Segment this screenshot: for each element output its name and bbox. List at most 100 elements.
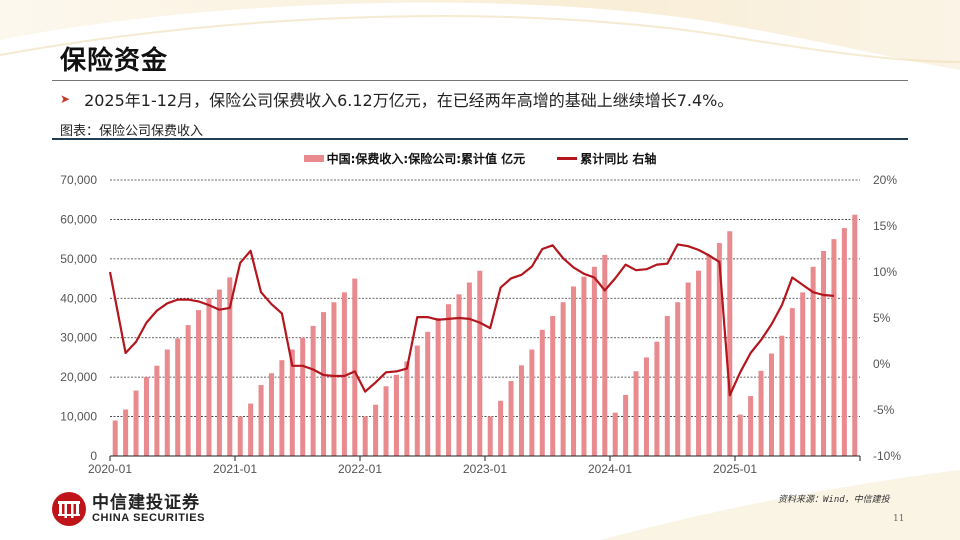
premium-bar bbox=[175, 338, 181, 456]
premium-bar bbox=[289, 349, 295, 456]
premium-bar bbox=[196, 310, 202, 456]
premium-bar bbox=[456, 294, 462, 456]
right-axis-tick: 0% bbox=[873, 357, 891, 371]
premium-bar bbox=[508, 381, 514, 456]
page-number: 11 bbox=[893, 514, 905, 524]
left-axis-tick: 20,000 bbox=[60, 370, 97, 384]
premium-bar bbox=[821, 250, 827, 456]
premium-bar bbox=[216, 289, 222, 456]
premium-bar bbox=[112, 420, 118, 456]
premium-bar bbox=[560, 302, 566, 456]
premium-bar bbox=[143, 377, 149, 456]
premium-bar bbox=[352, 278, 358, 456]
premium-bar bbox=[477, 270, 483, 456]
logo-text-chinese: 中信建投证券 bbox=[92, 492, 200, 513]
premium-bar bbox=[716, 243, 722, 456]
premium-bar bbox=[529, 349, 535, 456]
logo-text-english: CHINA SECURITIES bbox=[92, 511, 206, 524]
right-axis-tick: 20% bbox=[873, 173, 897, 187]
premium-bar bbox=[581, 276, 587, 456]
x-axis-tick-label: 2021-01 bbox=[213, 462, 257, 476]
premium-bar bbox=[591, 266, 597, 456]
premium-bar bbox=[404, 361, 410, 456]
premium-bar bbox=[133, 390, 139, 456]
premium-bar bbox=[498, 400, 504, 456]
premium-bar bbox=[841, 228, 847, 456]
premium-bar bbox=[779, 335, 785, 456]
chart-legend: 中国:保费收入:保险公司:累计值 亿元 累计同比 右轴 bbox=[0, 150, 960, 167]
premium-bar bbox=[279, 360, 285, 456]
line-swatch-icon bbox=[557, 157, 578, 160]
premium-bar bbox=[487, 416, 493, 456]
figure-caption: 图表：保险公司保费收入 bbox=[60, 124, 204, 139]
legend-label-yoy: 累计同比 右轴 bbox=[580, 152, 657, 166]
premium-bar bbox=[268, 373, 274, 456]
premium-bar bbox=[185, 325, 191, 456]
premium-bar bbox=[310, 325, 316, 456]
premium-bar bbox=[550, 316, 556, 456]
premium-bar bbox=[373, 404, 379, 456]
premium-bar bbox=[237, 416, 243, 456]
left-axis-tick: 50,000 bbox=[60, 252, 97, 266]
citic-logo-icon bbox=[52, 492, 86, 526]
premium-bar bbox=[737, 414, 743, 456]
premium-bar bbox=[758, 370, 764, 456]
left-axis-tick: 60,000 bbox=[60, 212, 97, 226]
premium-bar bbox=[654, 341, 660, 456]
premium-bar bbox=[696, 270, 702, 456]
left-axis-tick: 40,000 bbox=[60, 291, 97, 305]
premium-bar bbox=[414, 345, 420, 456]
legend-item-yoy: 累计同比 右轴 bbox=[557, 150, 656, 167]
premium-bar bbox=[393, 374, 399, 456]
right-axis-tick: 5% bbox=[873, 311, 891, 325]
premium-bar bbox=[602, 254, 608, 456]
premium-bar bbox=[362, 416, 368, 456]
left-axis-tick: 10,000 bbox=[60, 410, 97, 424]
x-axis-tick-label: 2020-01 bbox=[88, 462, 132, 476]
premium-bar bbox=[248, 403, 254, 456]
premium-bar bbox=[331, 302, 337, 456]
premium-bar bbox=[571, 286, 577, 456]
premium-bar bbox=[164, 349, 170, 456]
left-axis-tick: 30,000 bbox=[60, 331, 97, 345]
premium-bar bbox=[633, 371, 639, 456]
data-source-note: 资料来源：Wind，中信建投 bbox=[778, 495, 890, 505]
premium-bar bbox=[623, 394, 629, 456]
bar-swatch-icon bbox=[303, 155, 324, 162]
premium-bar bbox=[800, 292, 806, 456]
x-axis-tick-label: 2022-01 bbox=[338, 462, 382, 476]
premium-bar bbox=[383, 386, 389, 456]
left-axis-tick: 70,000 bbox=[60, 173, 97, 187]
premium-bar bbox=[727, 231, 733, 456]
caption-divider bbox=[52, 138, 908, 140]
premium-bar bbox=[154, 365, 160, 456]
premium-bar bbox=[789, 308, 795, 456]
company-logo: 中信建投证券 CHINA SECURITIES bbox=[52, 492, 205, 526]
right-axis-tick: -5% bbox=[873, 403, 895, 417]
premium-bar bbox=[518, 365, 524, 456]
premium-bar bbox=[321, 312, 327, 456]
right-axis-tick: 15% bbox=[873, 219, 897, 233]
premium-bar bbox=[706, 254, 712, 456]
premium-bar bbox=[539, 329, 545, 456]
premium-bar bbox=[810, 266, 816, 456]
x-axis-tick-label: 2024-01 bbox=[588, 462, 632, 476]
legend-label-premium: 中国:保费收入:保险公司:累计值 亿元 bbox=[326, 152, 526, 166]
arrow-bullet-icon: ➤ bbox=[60, 92, 71, 106]
premium-bar bbox=[643, 357, 649, 456]
premium-bar bbox=[425, 331, 431, 456]
summary-text: 2025年1-12月，保险公司保费收入6.12万亿元，在已经两年高增的基础上继续… bbox=[84, 91, 734, 110]
premium-bar bbox=[123, 409, 129, 456]
right-axis-tick: 10% bbox=[873, 265, 897, 279]
x-axis-tick-label: 2025-01 bbox=[713, 462, 757, 476]
left-axis-tick: 0 bbox=[90, 449, 97, 463]
premium-bar bbox=[206, 298, 212, 456]
premium-bar bbox=[685, 282, 691, 456]
premium-bar bbox=[831, 239, 837, 456]
premium-bar bbox=[664, 316, 670, 456]
legend-item-premium: 中国:保费收入:保险公司:累计值 亿元 bbox=[303, 150, 526, 167]
premium-bar bbox=[466, 282, 472, 456]
premium-bar bbox=[300, 337, 306, 456]
x-axis-tick-label: 2023-01 bbox=[463, 462, 507, 476]
